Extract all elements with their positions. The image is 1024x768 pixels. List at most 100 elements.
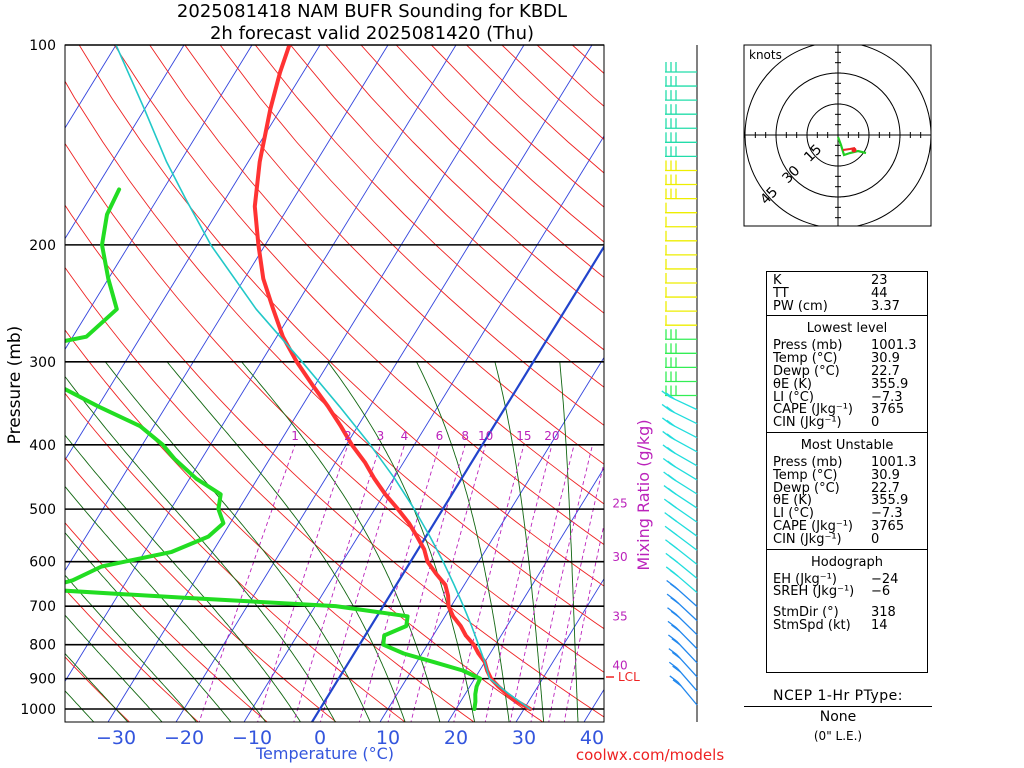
lowest-level-section: Lowest level Press (mb) 1001.3 Temp (°C) 30…: [767, 316, 927, 433]
isotherm-line: [515, 577, 604, 722]
index-value: −24: [871, 571, 899, 587]
wind-barb: [665, 385, 697, 397]
mixing-ratio-tick-label: 1: [291, 429, 299, 443]
index-row: SREH (Jkg⁻¹) −6: [773, 584, 921, 600]
index-name: CIN (Jkg⁻¹): [773, 415, 842, 431]
hodograph-stats-title: Hodograph: [811, 554, 883, 570]
dry-adiabat-line: [78, 45, 604, 587]
mixing-ratio-tick-label: 25: [612, 496, 627, 510]
dry-adiabat-line: [290, 45, 604, 351]
index-row: θE (K) 355.9: [773, 493, 921, 509]
index-name: Press (mb): [773, 338, 843, 354]
mixing-ratio-line: [358, 444, 440, 722]
wind-barb: [665, 315, 697, 326]
wind-barb: [665, 329, 697, 340]
index-value: 1001.3: [871, 454, 917, 470]
hodograph-units: knots: [749, 48, 782, 62]
temperature-tick-labels: −30 −20 −10 0 10 20 30 40: [96, 727, 604, 749]
pressure-tick-labels: 100 200 300 400 500 600 700 800 900 1000: [20, 38, 56, 718]
mixing-ratio-tick-label: 8: [461, 429, 469, 443]
index-name: θE (K): [773, 493, 812, 509]
wind-barb: [665, 90, 697, 101]
wind-barb: [665, 132, 697, 143]
index-row: Temp (°C) 30.9: [773, 351, 921, 367]
index-row: Press (mb) 1001.3: [773, 454, 921, 470]
index-name: SREH (Jkg⁻¹): [773, 584, 855, 600]
wind-barb: [666, 593, 698, 622]
index-name: K: [773, 273, 782, 288]
wind-barb: [665, 258, 697, 270]
wind-barb: [665, 104, 697, 115]
index-value: 22.7: [871, 480, 900, 496]
dry-adiabat-line: [184, 45, 604, 465]
wind-barb: [665, 273, 697, 284]
wind-barb: [665, 146, 697, 158]
wind-barb: [667, 634, 698, 664]
index-name: CAPE (Jkg⁻¹): [773, 402, 853, 418]
index-value: 3.37: [871, 298, 900, 314]
index-row: LI (°C) −7.3: [773, 389, 921, 405]
index-value: 30.9: [871, 351, 900, 367]
wind-barb: [661, 403, 698, 425]
index-row: CIN (Jkg⁻¹) 0: [773, 415, 921, 431]
dry-adiabat-line: [254, 45, 604, 388]
wind-barb: [666, 580, 698, 608]
mixing-ratio-line: [530, 444, 593, 722]
temperature-profile-line: [252, 45, 533, 711]
mixing-ratio-line: [410, 444, 487, 722]
mixing-ratio-line: [484, 444, 553, 722]
temperature-tick-label: −20: [164, 727, 204, 749]
wind-barb: [665, 343, 697, 354]
pressure-tick-label: 500: [29, 502, 56, 518]
isotherm-line: [379, 356, 604, 722]
index-row: EH (Jkg⁻¹) −24: [773, 571, 921, 587]
index-name: StmDir (°): [773, 605, 839, 621]
dry-adiabat-line: [149, 45, 604, 505]
index-value: 0: [871, 531, 880, 547]
dry-adiabat-line: [65, 392, 406, 722]
index-row: Temp (°C) 30.9: [773, 469, 921, 483]
dry-adiabat-line: [219, 45, 604, 426]
hodograph-trace: [836, 136, 867, 157]
parcel-path-line: [115, 45, 531, 710]
wind-barb: [665, 357, 697, 369]
wind-barb: [665, 76, 697, 87]
moist-adiabat-line: [559, 361, 579, 722]
temperature-tick-label: 0: [314, 727, 326, 749]
mixing-ratio-line: [509, 444, 575, 722]
chart-subtitle: 2h forecast valid 2025081420 (Thu): [210, 23, 534, 44]
temperature-tick-label: 10: [376, 727, 400, 749]
wind-barb: [665, 160, 697, 172]
index-value: 3765: [871, 402, 905, 418]
index-row: PW (cm) 3.37: [773, 298, 921, 314]
moist-adiabat-line: [65, 531, 232, 722]
moist-adiabat-line: [104, 361, 371, 722]
index-value: 22.7: [871, 363, 900, 379]
wind-barb: [663, 498, 698, 523]
index-value: 355.9: [871, 376, 909, 392]
moist-adiabat-line: [65, 652, 129, 722]
wind-barb: [668, 648, 698, 678]
index-value: 1001.3: [871, 338, 917, 354]
wind-barb: [665, 566, 698, 593]
index-row: Dewp (°C) 22.7: [773, 363, 921, 379]
mixing-ratio-line: [293, 444, 381, 722]
index-row: CAPE (Jkg⁻¹) 3765: [773, 402, 921, 418]
index-row: Press (mb) 1001.3: [773, 338, 921, 354]
wind-barb: [665, 371, 697, 383]
pressure-tick-label: 400: [29, 438, 56, 454]
index-name: CIN (Jkg⁻¹): [773, 531, 842, 547]
mixing-ratio-tick-label: 2: [344, 429, 352, 443]
wind-barb: [663, 471, 698, 495]
isotherms: [65, 45, 604, 722]
isotherm-line: [65, 45, 253, 351]
index-name: CAPE (Jkg⁻¹): [773, 518, 853, 534]
chart-title: 2025081418 NAM BUFR Sounding for KBDL: [177, 1, 567, 22]
index-name: StmSpd (kt): [773, 617, 851, 633]
index-name: LI (°C): [773, 389, 814, 405]
isotherm-line: [65, 45, 321, 461]
index-name: Dewp (°C): [773, 480, 840, 496]
index-value: −7.3: [871, 506, 903, 522]
wind-barb: [664, 512, 698, 537]
